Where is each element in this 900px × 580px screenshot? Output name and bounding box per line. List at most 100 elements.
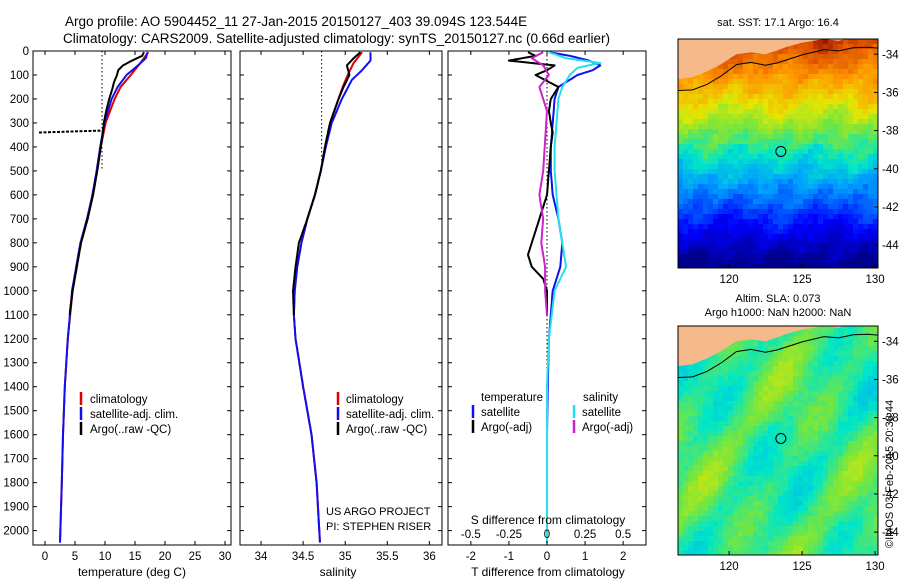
heatmap-cell [698,471,704,477]
heatmap-cell [858,331,864,337]
heatmap-cell [813,526,819,532]
heatmap-cell [843,104,849,110]
heatmap-cell [733,104,739,110]
heatmap-cell [678,406,684,412]
heatmap-cell [828,456,834,462]
heatmap-cell [803,486,809,492]
heatmap-cell [843,526,849,532]
heatmap-cell [783,371,789,377]
heatmap-cell [753,511,759,517]
heatmap-cell [793,351,799,357]
heatmap-cell [778,139,784,145]
heatmap-cell [728,376,734,382]
heatmap-cell [848,361,854,367]
pi-annotation: PI: STEPHEN RISER [326,521,431,533]
heatmap-cell [743,179,749,185]
heatmap-cell [738,466,744,472]
heatmap-cell [838,244,844,250]
heatmap-cell [803,551,809,555]
heatmap-cell [713,451,719,457]
heatmap-cell [693,99,699,105]
heatmap-cell [803,461,809,467]
heatmap-cell [778,451,784,457]
heatmap-cell [788,94,794,100]
heatmap-cell [823,521,829,527]
heatmap-cell [863,351,869,357]
heatmap-cell [733,159,739,165]
heatmap-cell [848,239,854,245]
heatmap-cell [818,129,824,135]
heatmap-cell [788,396,794,402]
heatmap-cell [783,426,789,432]
sst-land-area [678,39,878,91]
heatmap-cell [823,526,829,532]
heatmap-cell [843,204,849,210]
heatmap-cell [793,501,799,507]
heatmap-cell [863,456,869,462]
heatmap-cell [753,189,759,195]
heatmap-cell [843,411,849,417]
heatmap-cell [798,526,804,532]
heatmap-cell [723,249,729,255]
heatmap-cell [698,406,704,412]
heatmap-cell [793,431,799,437]
heatmap-cell [773,396,779,402]
heatmap-cell [703,154,709,160]
heatmap-cell [758,194,764,200]
heatmap-cell [768,99,774,105]
heatmap-cell [823,99,829,105]
heatmap-cell [693,546,699,552]
sst-map-frame [677,38,879,269]
heatmap-cell [818,224,824,230]
heatmap-cell [828,351,834,357]
heatmap-cell [738,476,744,482]
heatmap-cell [848,416,854,422]
heatmap-cell [688,179,694,185]
heatmap-cell [758,341,764,347]
heatmap-cell [863,346,869,352]
heatmap-cell [783,139,789,145]
heatmap-cell [683,129,689,135]
heatmap-cell [823,356,829,362]
heatmap-cell [858,144,864,150]
heatmap-cell [753,436,759,442]
heatmap-cell [763,476,769,482]
heatmap-cell [693,229,699,235]
heatmap-cell [803,401,809,407]
heatmap-cell [693,84,699,90]
x-tick-label: 35 [339,551,352,563]
heatmap-cell [863,421,869,427]
heatmap-cell [718,114,724,120]
heatmap-cell [748,64,754,70]
heatmap-cell [773,411,779,417]
heatmap-cell [833,174,839,180]
heatmap-cell [683,259,689,265]
heatmap-cell [723,229,729,235]
heatmap-cell [838,551,844,555]
heatmap-cell [818,331,824,337]
heatmap-cell [848,249,854,255]
heatmap-cell [823,361,829,367]
heatmap-cell [708,391,714,397]
heatmap-cell [708,396,714,402]
s-difference-tick-label: -0.25 [496,529,522,541]
heatmap-cell [773,219,779,225]
heatmap-cell [693,426,699,432]
heatmap-cell [738,386,744,392]
heatmap-cell [868,159,874,165]
heatmap-cell [713,461,719,467]
heatmap-cell [723,224,729,230]
heatmap-cell [828,371,834,377]
heatmap-cell [868,249,874,255]
heatmap-cell [723,541,729,547]
heatmap-cell [743,199,749,205]
heatmap-cell [863,244,869,250]
heatmap-cell [698,174,704,180]
x-tick-label: -1 [504,551,514,563]
heatmap-cell [828,219,834,225]
heatmap-cell [838,541,844,547]
heatmap-cell [698,189,704,195]
heatmap-cell [688,159,694,165]
heatmap-cell [778,109,784,115]
heatmap-cell [678,249,684,255]
